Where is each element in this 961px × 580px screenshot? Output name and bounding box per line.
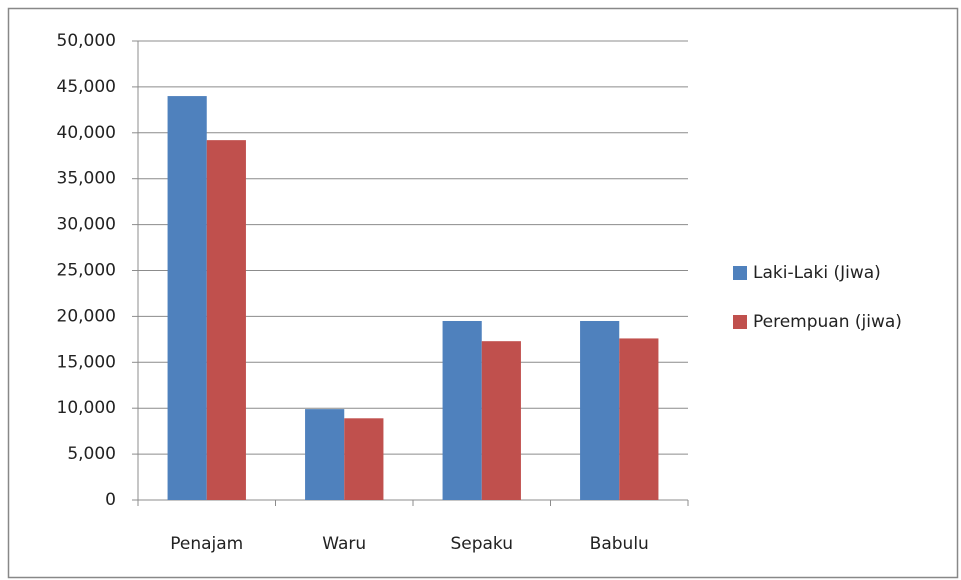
bar: [481, 341, 521, 500]
legend-swatch: [733, 266, 747, 280]
y-tick-label: 20,000: [57, 306, 116, 326]
bar: [580, 320, 620, 500]
y-tick-label: 35,000: [57, 169, 116, 189]
y-tick-label: 45,000: [57, 77, 116, 97]
x-tick-label: Waru: [322, 534, 366, 554]
x-tick-label: Penajam: [170, 534, 243, 554]
bar: [305, 409, 345, 500]
y-tick-label: 15,000: [57, 352, 116, 372]
x-tick-label: Babulu: [590, 534, 649, 554]
legend-swatch: [733, 315, 747, 329]
y-tick-label: 50,000: [57, 31, 116, 51]
y-tick-label: 40,000: [57, 123, 116, 143]
y-tick-label: 25,000: [57, 261, 116, 281]
legend-label: Perempuan (jiwa): [753, 312, 902, 332]
x-tick-label: Sepaku: [450, 534, 513, 554]
y-tick-label: 0: [105, 490, 116, 510]
bar: [167, 96, 207, 500]
bar: [619, 338, 659, 500]
legend-label: Laki-Laki (Jiwa): [753, 263, 881, 283]
bar: [442, 320, 482, 500]
y-tick-label: 30,000: [57, 215, 116, 235]
bar: [344, 418, 384, 500]
y-tick-label: 5,000: [67, 444, 116, 464]
y-tick-label: 10,000: [57, 398, 116, 418]
bar: [206, 140, 246, 501]
